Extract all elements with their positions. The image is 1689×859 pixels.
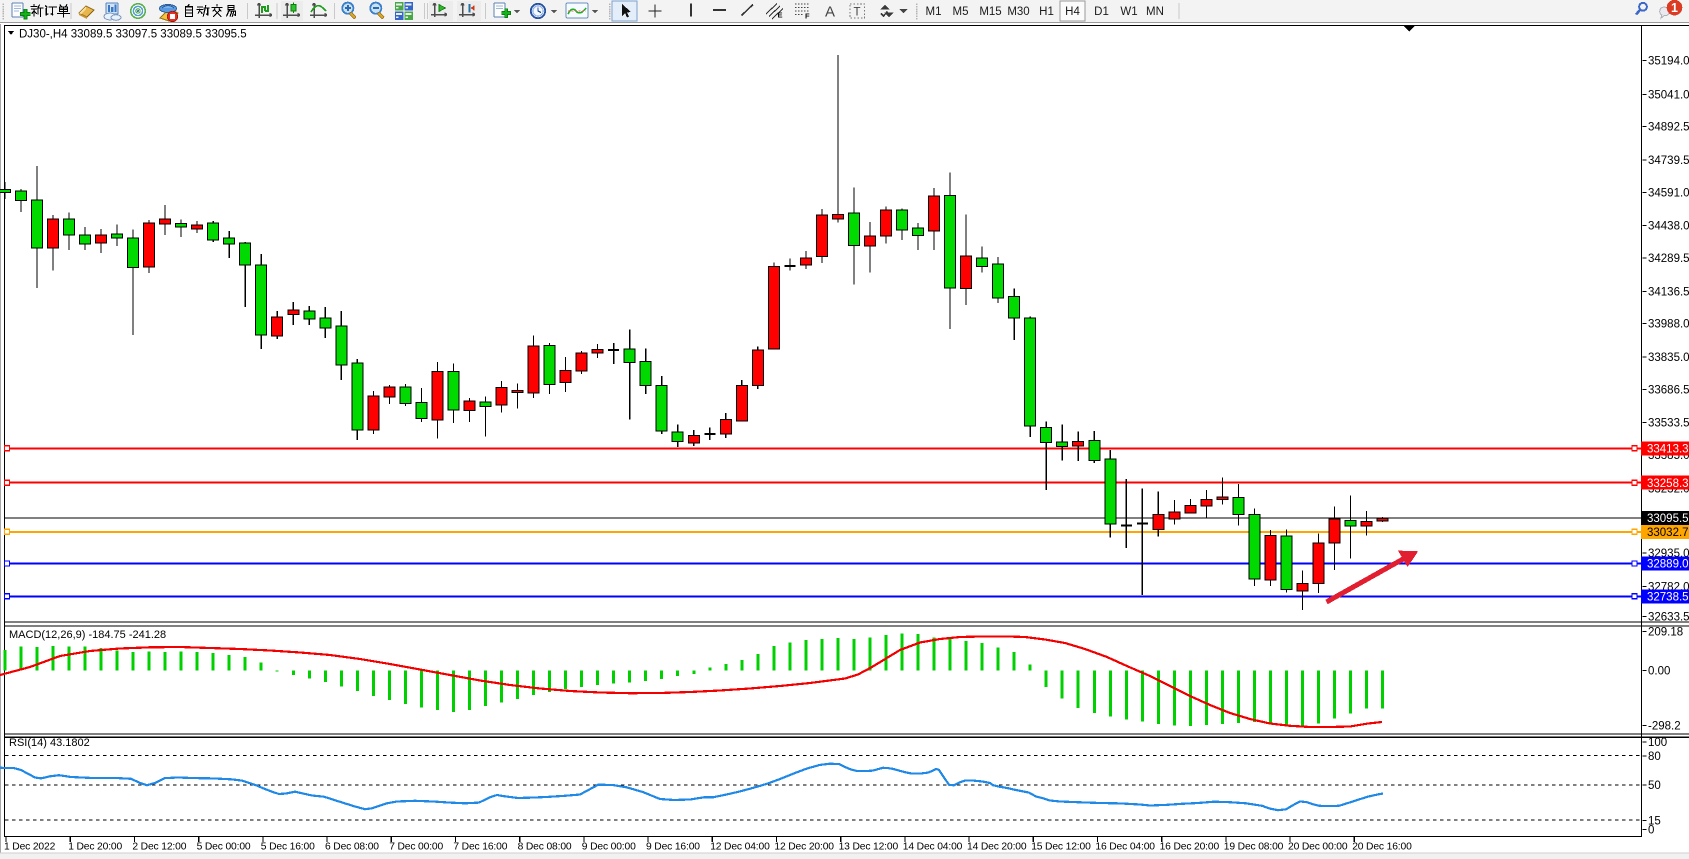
svg-text:33095.5: 33095.5 [1647, 513, 1689, 525]
svg-text:W1: W1 [1120, 6, 1137, 18]
svg-text:1: 1 [1671, 1, 1678, 15]
svg-text:H4: H4 [1065, 6, 1080, 18]
svg-text:1 Dec 2022: 1 Dec 2022 [4, 842, 56, 853]
svg-text:33032.7: 33032.7 [1647, 527, 1689, 539]
svg-text:14 Dec 20:00: 14 Dec 20:00 [967, 842, 1027, 853]
svg-text:A: A [825, 4, 835, 21]
svg-text:32738.5: 32738.5 [1647, 592, 1689, 604]
svg-text:15: 15 [1648, 816, 1661, 828]
svg-text:33686.5: 33686.5 [1648, 384, 1689, 396]
svg-text:F: F [805, 12, 810, 21]
svg-text:34892.5: 34892.5 [1648, 122, 1689, 134]
svg-text:34739.5: 34739.5 [1648, 155, 1689, 167]
svg-text:2 Dec 12:00: 2 Dec 12:00 [132, 842, 186, 853]
svg-text:19 Dec 08:00: 19 Dec 08:00 [1224, 842, 1284, 853]
svg-text:M5: M5 [953, 6, 969, 18]
svg-text:DJ30-,H4 33089.5 33097.5 3308: DJ30-,H4 33089.5 33097.5 33089.5 33095.5 [19, 29, 247, 41]
svg-text:9 Dec 16:00: 9 Dec 16:00 [646, 842, 700, 853]
svg-text:33988.0: 33988.0 [1648, 319, 1689, 331]
svg-text:0: 0 [1648, 825, 1654, 837]
svg-text:E: E [778, 11, 783, 20]
svg-text:H1: H1 [1039, 6, 1054, 18]
svg-text:12 Dec 20:00: 12 Dec 20:00 [774, 842, 834, 853]
svg-text:M15: M15 [979, 6, 1001, 18]
svg-text:33258.3: 33258.3 [1647, 478, 1689, 490]
svg-text:32889.0: 32889.0 [1647, 559, 1689, 571]
svg-text:12 Dec 04:00: 12 Dec 04:00 [710, 842, 770, 853]
svg-text:16 Dec 20:00: 16 Dec 20:00 [1160, 842, 1220, 853]
svg-text:RSI(14) 43.1802: RSI(14) 43.1802 [9, 737, 90, 749]
svg-text:34289.5: 34289.5 [1648, 253, 1689, 265]
svg-text:20 Dec 16:00: 20 Dec 16:00 [1352, 842, 1412, 853]
svg-text:35194.0: 35194.0 [1648, 56, 1689, 68]
svg-text:33533.5: 33533.5 [1648, 418, 1689, 430]
svg-text:16 Dec 04:00: 16 Dec 04:00 [1095, 842, 1155, 853]
svg-text:0.00: 0.00 [1648, 665, 1670, 677]
svg-text:6 Dec 08:00: 6 Dec 08:00 [325, 842, 379, 853]
svg-text:7 Dec 00:00: 7 Dec 00:00 [389, 842, 443, 853]
svg-text:D1: D1 [1094, 6, 1109, 18]
svg-text:T: T [854, 7, 861, 19]
svg-text:1 Dec 20:00: 1 Dec 20:00 [68, 842, 122, 853]
svg-text:33835.0: 33835.0 [1648, 352, 1689, 364]
svg-text:33413.3: 33413.3 [1647, 444, 1689, 456]
svg-text:MN: MN [1146, 6, 1164, 18]
svg-text:13 Dec 12:00: 13 Dec 12:00 [839, 842, 899, 853]
svg-text:34438.0: 34438.0 [1648, 221, 1689, 233]
svg-text:35041.0: 35041.0 [1648, 89, 1689, 101]
svg-text:MACD(12,26,9) -184.75 -241.28: MACD(12,26,9) -184.75 -241.28 [9, 629, 166, 641]
svg-text:34136.5: 34136.5 [1648, 286, 1689, 298]
svg-text:8 Dec 08:00: 8 Dec 08:00 [518, 842, 572, 853]
svg-text:5 Dec 00:00: 5 Dec 00:00 [197, 842, 251, 853]
svg-text:80: 80 [1648, 751, 1661, 763]
svg-text:14 Dec 04:00: 14 Dec 04:00 [903, 842, 963, 853]
svg-text:32633.5: 32633.5 [1648, 612, 1689, 624]
svg-text:M30: M30 [1007, 6, 1029, 18]
svg-text:20 Dec 00:00: 20 Dec 00:00 [1288, 842, 1348, 853]
svg-text:50: 50 [1648, 780, 1661, 792]
svg-text:15 Dec 12:00: 15 Dec 12:00 [1031, 842, 1091, 853]
svg-text:-298.2: -298.2 [1648, 720, 1681, 732]
svg-text:9 Dec 00:00: 9 Dec 00:00 [582, 842, 636, 853]
svg-text:34591.0: 34591.0 [1648, 187, 1689, 199]
svg-text:M1: M1 [926, 6, 942, 18]
svg-text:209.18: 209.18 [1648, 627, 1683, 639]
svg-text:5 Dec 16:00: 5 Dec 16:00 [261, 842, 315, 853]
svg-text:7 Dec 16:00: 7 Dec 16:00 [453, 842, 507, 853]
svg-text:100: 100 [1648, 737, 1667, 749]
